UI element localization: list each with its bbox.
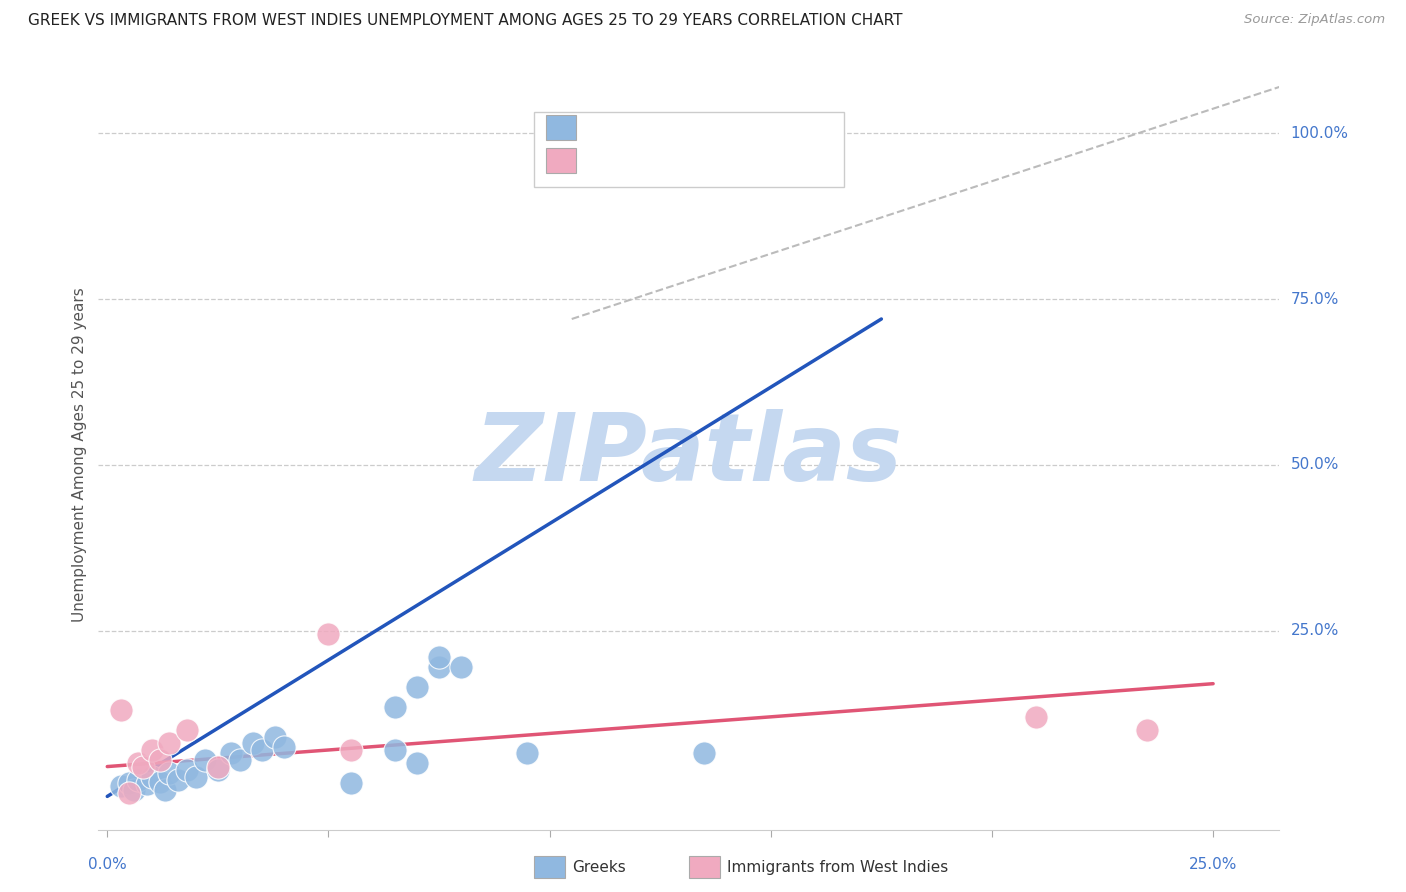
Point	[149, 774, 172, 789]
Point	[273, 739, 295, 754]
Y-axis label: Unemployment Among Ages 25 to 29 years: Unemployment Among Ages 25 to 29 years	[72, 287, 87, 623]
Text: 0.563: 0.563	[621, 119, 673, 136]
Point	[219, 747, 242, 761]
Point	[339, 743, 361, 757]
Point	[122, 782, 145, 797]
Point	[127, 756, 149, 771]
Text: GREEK VS IMMIGRANTS FROM WEST INDIES UNEMPLOYMENT AMONG AGES 25 TO 29 YEARS CORR: GREEK VS IMMIGRANTS FROM WEST INDIES UNE…	[28, 13, 903, 29]
Point	[118, 786, 141, 800]
Point	[1025, 710, 1047, 724]
Point	[167, 772, 190, 787]
Point	[176, 763, 198, 777]
Text: Immigrants from West Indies: Immigrants from West Indies	[727, 860, 948, 874]
Point	[264, 730, 287, 744]
Text: Greeks: Greeks	[572, 860, 626, 874]
Point	[406, 680, 429, 694]
Point	[131, 759, 153, 773]
Text: R =: R =	[588, 152, 624, 169]
Point	[229, 753, 252, 767]
Point	[157, 766, 180, 780]
Point	[127, 772, 149, 787]
Point	[194, 753, 217, 767]
Point	[141, 770, 163, 784]
Text: 25.0%: 25.0%	[1291, 624, 1339, 638]
Text: ZIPatlas: ZIPatlas	[475, 409, 903, 501]
Point	[136, 777, 159, 791]
Point	[110, 780, 132, 794]
Text: Source: ZipAtlas.com: Source: ZipAtlas.com	[1244, 13, 1385, 27]
Point	[153, 782, 176, 797]
Point	[384, 699, 406, 714]
Point	[450, 660, 472, 674]
Point	[176, 723, 198, 737]
Point	[693, 747, 716, 761]
Point	[207, 759, 229, 773]
Point	[207, 763, 229, 777]
Text: 50.0%: 50.0%	[1291, 458, 1339, 473]
Point	[384, 743, 406, 757]
Text: 0.399: 0.399	[621, 152, 675, 169]
Point	[141, 743, 163, 757]
Text: 13: 13	[709, 152, 731, 169]
Point	[118, 776, 141, 790]
Point	[427, 660, 450, 674]
Point	[157, 736, 180, 750]
Point	[242, 736, 264, 750]
Text: N =: N =	[675, 119, 723, 136]
Point	[149, 753, 172, 767]
Point	[516, 747, 538, 761]
Point	[110, 703, 132, 717]
Point	[427, 650, 450, 665]
Text: 26: 26	[709, 119, 731, 136]
Text: R =: R =	[588, 119, 624, 136]
Point	[250, 743, 273, 757]
Point	[1136, 723, 1159, 737]
Text: 0.0%: 0.0%	[89, 857, 127, 872]
Text: 25.0%: 25.0%	[1189, 857, 1237, 872]
Text: 75.0%: 75.0%	[1291, 292, 1339, 307]
Text: N =: N =	[675, 152, 723, 169]
Text: 100.0%: 100.0%	[1291, 126, 1348, 141]
Point	[184, 770, 207, 784]
Point	[318, 627, 340, 641]
Point	[339, 776, 361, 790]
Point	[406, 756, 429, 771]
